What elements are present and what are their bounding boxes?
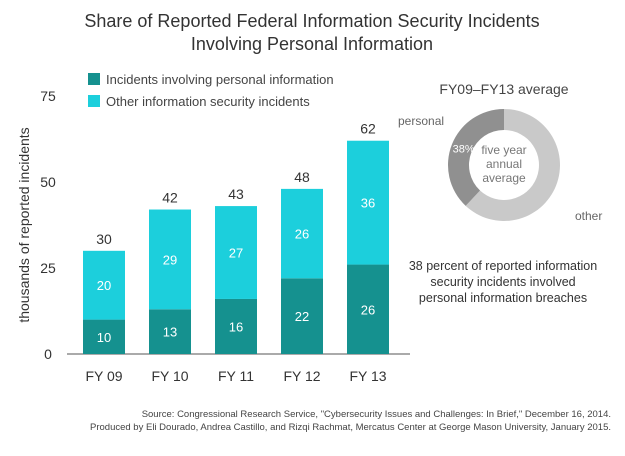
data-label-personal-0: 10 [97,330,111,345]
source-line-1: Source: Congressional Research Service, … [141,409,611,420]
x-tick-label-2: FY 11 [218,368,254,384]
data-label-personal-3: 22 [295,309,309,324]
data-label-total-3: 48 [294,169,310,185]
pie-value-label-personal: 38% [453,143,475,155]
data-label-personal-1: 13 [163,325,177,340]
data-label-other-4: 36 [361,196,375,211]
pie-center-text-2: average [482,171,526,185]
legend-label-1: Other information security incidents [106,94,310,109]
pie-label-other: other [575,209,602,223]
x-tick-label-0: FY 09 [85,368,122,384]
bar-other-3 [281,188,323,279]
pie-value-label-other: 62% [543,203,565,215]
pie-center-text-0: five year [481,143,526,157]
x-tick-label-3: FY 12 [283,368,320,384]
pie-center-text-1: annual [486,157,522,171]
bar-other-2 [215,206,257,299]
data-label-other-3: 26 [295,227,309,242]
chart-title-line-2: Involving Personal Information [191,34,433,54]
x-tick-label-1: FY 10 [151,368,188,384]
pie-slice-other [465,109,560,222]
bar-personal-4 [347,264,389,354]
pie-title: FY09–FY13 average [439,81,568,97]
y-tick-label-0: 0 [44,346,52,362]
bar-other-1 [149,209,191,310]
data-label-other-2: 27 [229,246,243,261]
data-label-total-1: 42 [162,190,178,206]
pie-label-personal: personal [398,114,444,128]
pie-caption-line-1: security incidents involved [430,275,575,289]
data-label-other-0: 20 [97,278,111,293]
y-axis-label: thousands of reported incidents [16,127,32,322]
data-label-total-0: 30 [96,231,112,247]
source-note: Source: Congressional Research Service, … [51,408,611,434]
bar-other-4 [347,140,389,265]
y-tick-label-75: 75 [40,88,56,104]
pie-caption-line-0: 38 percent of reported information [409,259,597,273]
data-label-personal-4: 26 [361,302,375,317]
bar-personal-0 [83,319,125,354]
pie-slice-personal [448,109,504,206]
data-label-other-1: 29 [163,252,177,267]
data-label-total-4: 62 [360,121,376,137]
chart-title-line-1: Share of Reported Federal Information Se… [84,11,539,31]
source-line-2: Produced by Eli Dourado, Andrea Castillo… [90,422,611,433]
bar-personal-1 [149,309,191,354]
bar-personal-2 [215,298,257,354]
bar-other-0 [83,250,125,320]
legend-swatch-0 [88,73,100,85]
y-tick-label-50: 50 [40,174,56,190]
bar-personal-3 [281,278,323,354]
pie-caption-line-2: personal information breaches [419,291,587,305]
x-tick-label-4: FY 13 [349,368,386,384]
legend-label-0: Incidents involving personal information [106,72,334,87]
y-tick-label-25: 25 [40,260,56,276]
data-label-personal-2: 16 [229,319,243,334]
legend-swatch-1 [88,95,100,107]
data-label-total-2: 43 [228,186,244,202]
